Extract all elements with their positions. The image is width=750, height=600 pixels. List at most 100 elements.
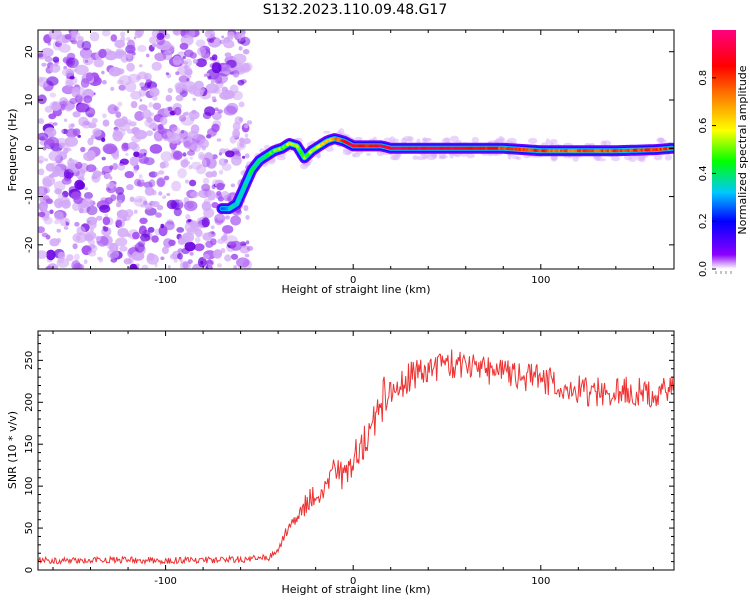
noise-speckle <box>245 215 250 220</box>
noise-speckle <box>129 156 139 167</box>
noise-speckle <box>63 169 74 179</box>
noise-speckle <box>187 74 192 79</box>
x-tick-label: -100 <box>154 576 177 587</box>
noise-speckle <box>174 106 182 116</box>
noise-speckle <box>131 135 141 143</box>
noise-speckle <box>217 215 223 221</box>
noise-speckle <box>149 87 160 97</box>
noise-speckle <box>44 158 48 162</box>
noise-speckle <box>140 203 145 208</box>
noise-speckle <box>238 46 243 51</box>
noise-speckle <box>164 221 175 231</box>
noise-speckle <box>180 116 194 126</box>
noise-speckle <box>210 238 217 246</box>
snr-series-line <box>38 349 674 566</box>
noise-speckle <box>216 182 225 191</box>
noise-speckle <box>165 94 173 102</box>
noise-speckle <box>146 130 154 137</box>
noise-speckle <box>194 236 201 243</box>
noise-speckle <box>193 243 205 252</box>
noise-speckle <box>201 183 211 192</box>
noise-speckle <box>141 109 152 120</box>
noise-speckle <box>117 101 123 107</box>
noise-speckle <box>137 240 146 247</box>
noise-speckle <box>177 168 187 179</box>
noise-speckle <box>221 64 232 75</box>
noise-speckle <box>184 58 192 67</box>
snr-panel: -100 0 100 0 50 100 150 200 250 Height of straig… <box>6 330 675 596</box>
noise-speckle <box>46 249 56 261</box>
noise-speckle <box>74 221 80 227</box>
y-tick-label: 10 <box>24 94 35 107</box>
colorbar-ticks: 0.0 0.2 0.4 0.6 0.8 <box>698 70 732 277</box>
noise-speckle <box>234 116 243 125</box>
noise-speckle <box>137 45 147 52</box>
noise-speckle <box>195 58 207 68</box>
noise-speckle <box>141 264 149 269</box>
noise-speckle <box>56 257 70 268</box>
noise-speckle <box>192 58 198 64</box>
noise-speckle <box>96 215 103 221</box>
noise-speckle <box>176 227 185 233</box>
halo-speckle <box>511 155 520 159</box>
noise-speckle <box>124 171 135 179</box>
noise-speckle <box>42 175 56 187</box>
noise-speckle <box>206 72 210 77</box>
y-tick-label: 200 <box>24 393 35 412</box>
noise-speckle <box>117 163 126 171</box>
noise-speckle <box>173 258 178 263</box>
noise-speckle <box>104 197 113 205</box>
noise-speckle <box>108 66 122 77</box>
y-tick-label: -20 <box>24 237 35 253</box>
noise-speckle <box>214 107 219 112</box>
noise-speckle <box>122 214 131 221</box>
noise-speckle <box>84 187 88 191</box>
noise-speckle <box>243 138 251 145</box>
noise-speckle <box>148 102 153 108</box>
noise-speckle <box>215 193 223 200</box>
colorbar-gradient <box>712 30 736 269</box>
noise-speckle <box>39 197 44 202</box>
noise-speckle <box>131 251 145 261</box>
noise-speckle <box>49 63 61 73</box>
noise-speckle <box>79 47 93 59</box>
noise-speckle <box>240 36 251 47</box>
noise-speckle <box>91 117 98 124</box>
noise-speckle <box>61 177 72 185</box>
noise-speckle <box>118 84 126 91</box>
noise-speckle <box>74 64 89 75</box>
noise-speckle <box>220 191 230 199</box>
noise-speckle <box>45 265 53 269</box>
noise-speckle <box>82 56 94 66</box>
noise-speckle <box>134 242 145 253</box>
noise-speckle <box>70 191 81 201</box>
noise-speckle <box>52 122 58 126</box>
noise-speckle <box>64 34 72 40</box>
noise-speckle <box>75 86 86 97</box>
noise-speckle <box>92 128 102 137</box>
colorbar-tick-label: 0.8 <box>698 70 709 86</box>
noise-speckle <box>81 40 92 51</box>
noise-speckle <box>182 152 187 157</box>
noise-speckle <box>81 198 94 207</box>
noise-speckle <box>180 129 185 134</box>
noise-speckle <box>48 150 62 162</box>
noise-speckle <box>102 119 110 127</box>
noise-speckle <box>155 212 162 218</box>
heatmap-xlabel: Height of straight line (km) <box>281 283 430 296</box>
noise-speckle <box>122 142 130 150</box>
noise-speckle <box>183 138 197 150</box>
noise-speckle <box>203 198 211 205</box>
noise-speckle <box>42 146 47 151</box>
noise-speckle <box>159 116 168 126</box>
noise-speckle <box>184 157 188 163</box>
noise-speckle <box>157 124 164 130</box>
noise-speckle <box>205 171 214 178</box>
noise-speckle <box>126 184 134 191</box>
noise-speckle <box>152 102 162 111</box>
noise-speckle <box>193 223 202 231</box>
noise-speckle <box>230 253 239 260</box>
noise-speckle <box>51 102 61 112</box>
noise-speckle <box>156 32 165 41</box>
